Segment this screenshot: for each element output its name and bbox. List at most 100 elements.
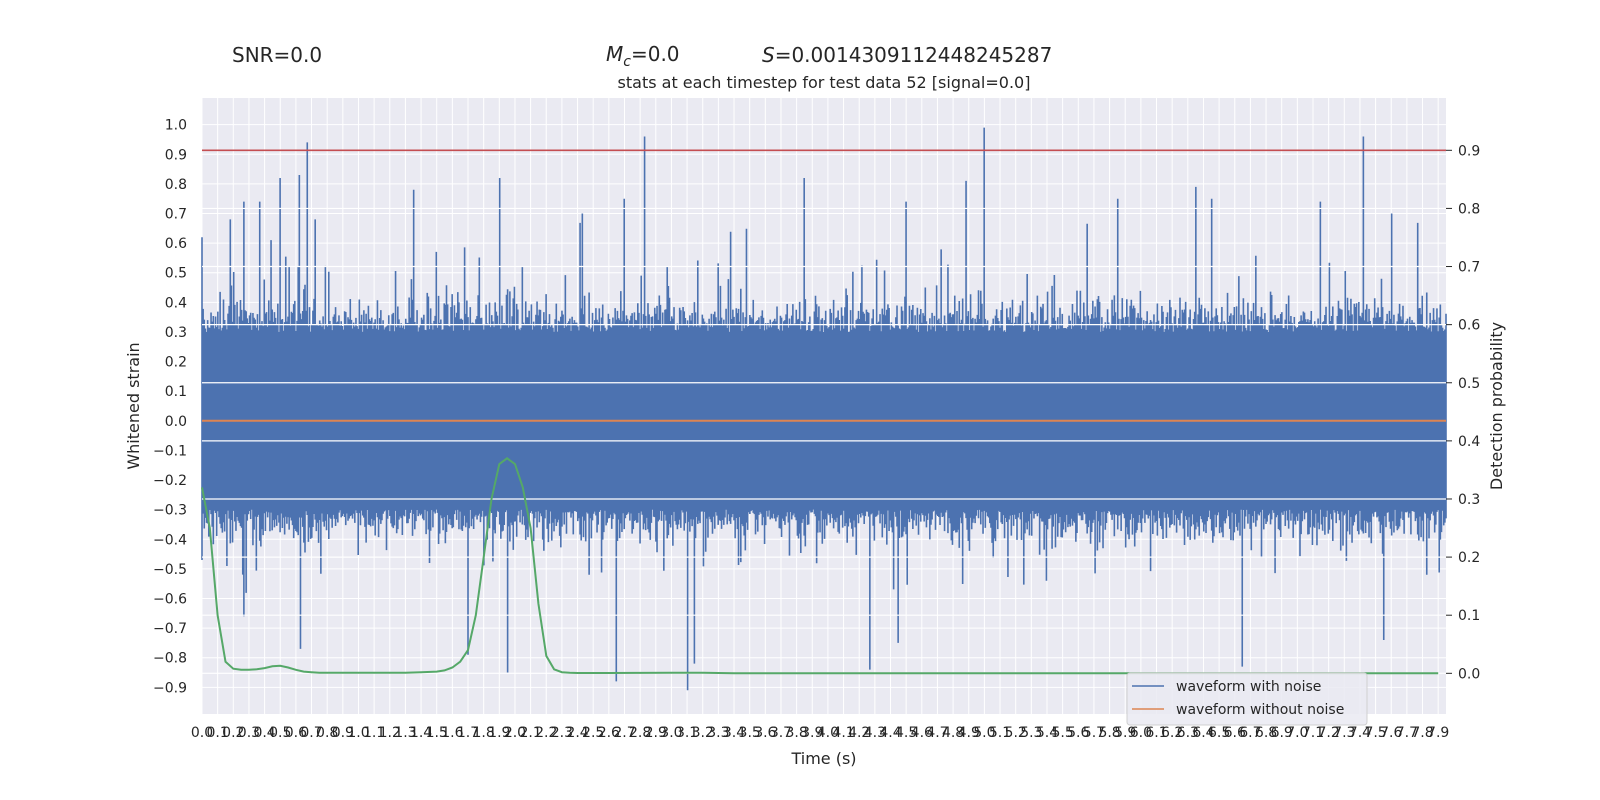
right-axis-gridlines xyxy=(202,149,1446,674)
x-tick-label: 1.8 xyxy=(473,725,495,741)
right-tick-label: 0.9 xyxy=(1458,143,1480,159)
s-stat-label: S=0.0014309112448245287 xyxy=(762,43,1052,67)
x-tick-label: 7.2 xyxy=(1318,725,1340,741)
x-tick-label: 1.5 xyxy=(426,725,448,741)
x-tick-label: 7.1 xyxy=(1302,725,1324,741)
chirp-mass-symbol: M xyxy=(606,42,623,66)
x-tick-label: 3.2 xyxy=(692,725,714,741)
x-tick-label: 7.6 xyxy=(1380,725,1402,741)
x-tick-label: 2.4 xyxy=(566,725,588,741)
x-tick-label: 4.3 xyxy=(864,725,886,741)
left-tick-label: −0.1 xyxy=(153,443,187,459)
left-tick-label: −0.4 xyxy=(153,532,187,548)
x-tick-label: 5.5 xyxy=(1051,725,1073,741)
right-tick-label: 0.3 xyxy=(1458,492,1480,508)
x-tick-label: 2.1 xyxy=(519,725,541,741)
x-tick-label: 0.0 xyxy=(191,725,213,741)
x-tick-label: 5.0 xyxy=(973,725,995,741)
right-tick-label: 0.7 xyxy=(1458,260,1480,276)
right-tick-label: 0.4 xyxy=(1458,434,1480,450)
x-tick-label: 7.5 xyxy=(1364,725,1386,741)
right-axis-ticks: 0.9 0.8 0.7 0.6 0.5 0.4 0.3 0.2 0.1 0.0 xyxy=(1446,143,1480,682)
x-tick-label: 1.7 xyxy=(457,725,479,741)
x-tick-label: 1.4 xyxy=(410,725,432,741)
right-tick-label: 0.0 xyxy=(1458,666,1480,682)
x-tick-label: 6.4 xyxy=(1192,725,1214,741)
left-tick-label: 0.4 xyxy=(165,295,187,311)
x-tick-label: 3.3 xyxy=(707,725,729,741)
x-tick-label: 1.6 xyxy=(441,725,463,741)
x-tick-label: 7.9 xyxy=(1427,725,1449,741)
x-tick-label: 4.1 xyxy=(832,725,854,741)
x-tick-label: 0.2 xyxy=(222,725,244,741)
x-tick-label: 2.9 xyxy=(645,725,667,741)
x-tick-label: 1.9 xyxy=(488,725,510,741)
x-tick-label: 7.4 xyxy=(1349,725,1371,741)
chart-title: stats at each timestep for test data 52 … xyxy=(618,73,1031,92)
x-tick-label: 2.8 xyxy=(629,725,651,741)
x-tick-label: 1.0 xyxy=(347,725,369,741)
x-tick-label: 3.5 xyxy=(739,725,761,741)
chirp-mass-value: =0.0 xyxy=(631,42,680,66)
left-tick-label: −0.3 xyxy=(153,503,187,519)
chirp-mass-subscript: c xyxy=(623,54,631,70)
right-tick-label: 0.6 xyxy=(1458,318,1480,334)
left-axis-label: Whitened strain xyxy=(124,342,143,469)
x-tick-label: 6.6 xyxy=(1224,725,1246,741)
x-tick-label: 2.7 xyxy=(613,725,635,741)
left-tick-label: 0.8 xyxy=(165,177,187,193)
x-tick-label: 4.8 xyxy=(942,725,964,741)
x-tick-label: 5.2 xyxy=(1005,725,1027,741)
x-tick-label: 6.0 xyxy=(1130,725,1152,741)
x-tick-label: 6.9 xyxy=(1271,725,1293,741)
x-tick-label: 4.0 xyxy=(817,725,839,741)
x-tick-label: 0.1 xyxy=(207,725,229,741)
x-tick-label: 3.1 xyxy=(676,725,698,741)
x-tick-label: 2.0 xyxy=(504,725,526,741)
x-tick-label: 5.8 xyxy=(1098,725,1120,741)
x-tick-label: 5.7 xyxy=(1083,725,1105,741)
left-tick-label: 0.9 xyxy=(165,147,187,163)
snr-label: SNR=0.0 xyxy=(232,43,322,67)
left-tick-label: −0.9 xyxy=(153,680,187,696)
left-tick-label: 0.0 xyxy=(165,414,187,430)
x-tick-label: 5.9 xyxy=(1114,725,1136,741)
right-tick-label: 0.8 xyxy=(1458,201,1480,217)
left-tick-label: 0.7 xyxy=(165,207,187,223)
x-tick-label: 7.7 xyxy=(1396,725,1418,741)
right-tick-label: 0.5 xyxy=(1458,376,1480,392)
left-tick-label: −0.5 xyxy=(153,562,187,578)
s-stat-value: =0.0014309112448245287 xyxy=(775,43,1053,67)
left-axis-ticks: 1.0 0.9 0.8 0.7 0.6 0.5 0.4 0.3 0.2 0.1 0.0 −0.1 −0.… xyxy=(153,118,187,697)
x-tick-label: 6.8 xyxy=(1255,725,1277,741)
x-tick-label: 1.2 xyxy=(379,725,401,741)
x-tick-label: 6.3 xyxy=(1177,725,1199,741)
legend-frame xyxy=(1126,672,1368,726)
legend-label-clean: waveform without noise xyxy=(1176,702,1344,718)
x-tick-label: 7.3 xyxy=(1333,725,1355,741)
x-tick-label: 2.2 xyxy=(535,725,557,741)
x-tick-label: 5.4 xyxy=(1036,725,1058,741)
x-tick-label: 4.9 xyxy=(958,725,980,741)
x-tick-label: 0.9 xyxy=(332,725,354,741)
right-axis-label: Detection probability xyxy=(1487,322,1506,490)
detection-probability-line xyxy=(201,457,1439,675)
x-axis-ticks: 0.00.10.20.30.40.50.60.70.80.91.01.11.21… xyxy=(191,725,1449,741)
left-tick-label: 0.1 xyxy=(165,384,187,400)
x-tick-label: 0.8 xyxy=(316,725,338,741)
x-tick-label: 3.6 xyxy=(754,725,776,741)
x-tick-label: 0.5 xyxy=(269,725,291,741)
x-tick-label: 7.0 xyxy=(1286,725,1308,741)
x-tick-label: 5.6 xyxy=(1067,725,1089,741)
left-tick-label: −0.7 xyxy=(153,621,187,637)
x-tick-label: 6.1 xyxy=(1145,725,1167,741)
x-tick-label: 3.4 xyxy=(723,725,745,741)
left-tick-label: 0.6 xyxy=(165,236,187,252)
x-tick-label: 0.4 xyxy=(253,725,275,741)
x-tick-label: 7.8 xyxy=(1411,725,1433,741)
x-tick-label: 0.3 xyxy=(238,725,260,741)
x-tick-label: 4.7 xyxy=(926,725,948,741)
left-tick-label: 0.3 xyxy=(165,325,187,341)
chirp-mass-label: Mc=0.0 xyxy=(606,42,680,70)
